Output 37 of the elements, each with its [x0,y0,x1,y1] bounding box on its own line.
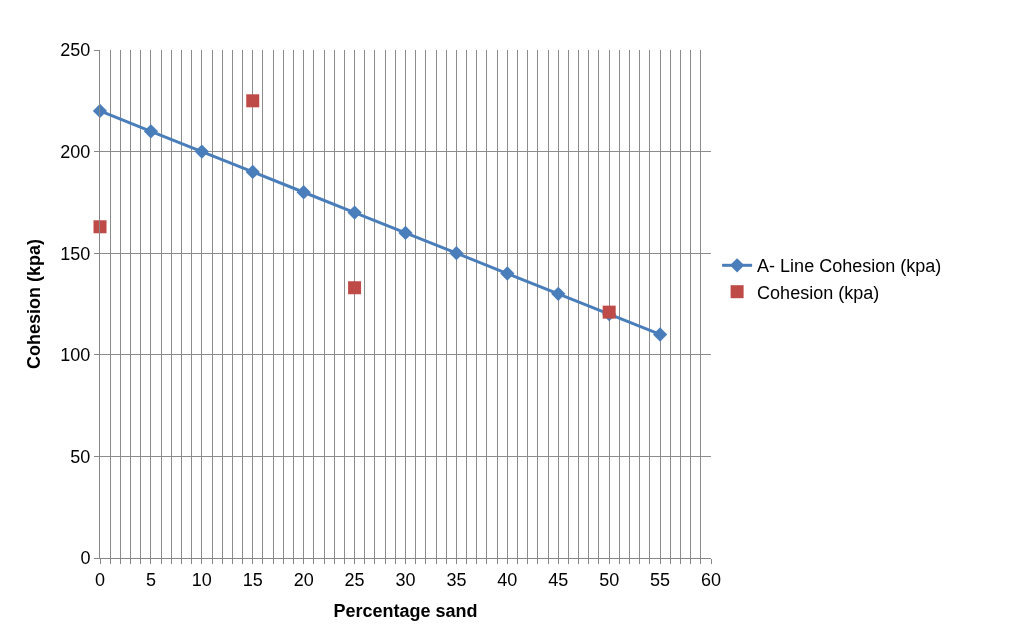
legend-label: Cohesion (kpa) [757,282,880,303]
y-tick-label: 0 [80,548,91,569]
x-tick-label: 15 [242,569,263,590]
x-tick-label: 10 [191,569,212,590]
point [500,266,515,281]
x-tick-label: 20 [293,569,314,590]
legend-label: A- Line Cohesion (kpa) [757,256,942,277]
y-tick-label: 50 [70,446,91,467]
x-tick-label: 30 [395,569,416,590]
x-tick-label: 45 [548,569,569,590]
y-tick-label: 250 [60,40,91,61]
y-tick-label: 200 [60,141,91,162]
point [347,205,362,220]
point [93,220,107,234]
point [92,103,108,119]
point [449,246,464,261]
point [194,144,209,159]
y-tick-label: 100 [60,345,91,366]
point [143,124,159,139]
x-axis-title: Percentage sand [333,600,478,621]
x-tick-label: 0 [94,569,106,590]
point [348,281,362,295]
y-tick-label: 150 [60,243,91,264]
x-tick-label: 5 [145,569,156,590]
x-tick-label: 50 [599,569,620,590]
point [245,164,260,180]
point [296,185,311,200]
point [652,327,668,342]
x-tick-label: 35 [446,569,467,590]
x-tick-label: 40 [497,569,518,590]
x-tick-label: 25 [344,569,365,590]
y-axis-title: Cohesion (kpa) [23,238,44,370]
x-tick-label: 55 [650,569,671,590]
point [398,225,413,241]
x-tick-label: 60 [700,569,722,590]
point [551,286,566,301]
point [246,94,260,108]
